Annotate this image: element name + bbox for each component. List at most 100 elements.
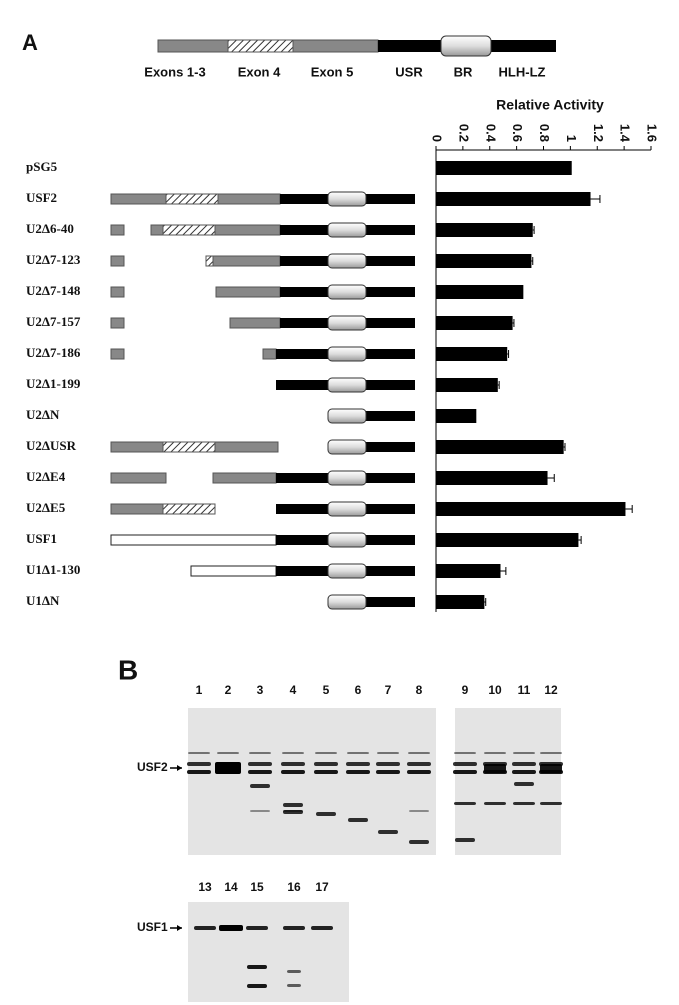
construct-segment — [328, 411, 415, 421]
bar — [436, 440, 564, 454]
blot-band — [282, 752, 304, 754]
bar — [436, 161, 572, 175]
construct-segment — [110, 224, 125, 236]
construct-segment — [212, 472, 277, 484]
br-box — [327, 315, 367, 331]
blot-band — [283, 926, 305, 930]
br-box — [327, 501, 367, 517]
br-box — [327, 191, 367, 207]
br-box — [327, 532, 367, 548]
domain-label: BR — [454, 64, 473, 79]
blot-band — [248, 770, 272, 774]
lane-number: 16 — [287, 880, 301, 894]
blot-band — [314, 762, 338, 766]
construct-segment — [110, 472, 167, 484]
construct-segment — [110, 193, 167, 205]
blot-band — [454, 802, 476, 805]
domain-label: Exons 1-3 — [144, 64, 205, 79]
blot-band — [484, 752, 506, 754]
construct-segment — [214, 224, 281, 236]
blot-band — [455, 838, 475, 842]
lane-number: 13 — [198, 880, 212, 894]
bar — [436, 595, 485, 609]
arrow-head — [177, 925, 182, 931]
bar — [436, 285, 524, 299]
error-bar — [625, 505, 633, 513]
br-box — [327, 222, 367, 238]
domain-label: HLH-LZ — [499, 64, 546, 79]
blot-band — [281, 770, 305, 774]
blot-band — [513, 802, 535, 805]
row-label: U2ΔE5 — [26, 500, 66, 515]
x-tick-label: 0.4 — [483, 124, 498, 143]
row-label: U2Δ7-157 — [26, 314, 81, 329]
construct-segment — [217, 193, 281, 205]
row-label: U2ΔE4 — [26, 469, 66, 484]
blot-band — [281, 762, 305, 766]
blot-band — [347, 752, 369, 754]
lane-number: 6 — [355, 683, 362, 697]
br-box — [327, 408, 367, 424]
domain-label: USR — [395, 64, 423, 79]
blot-band — [287, 984, 301, 987]
domain-map — [157, 35, 556, 57]
error-bar — [563, 443, 566, 451]
error-bar — [578, 536, 582, 544]
lane-number: 1 — [196, 683, 203, 697]
construct-segment — [212, 255, 281, 267]
blot-band — [246, 926, 268, 930]
blot-band — [287, 970, 301, 973]
row-label: U2Δ6-40 — [26, 221, 74, 236]
row-label: U1Δ1-130 — [26, 562, 80, 577]
blot-band — [409, 840, 429, 844]
blot-band — [247, 965, 267, 969]
construct-segment — [190, 565, 277, 577]
domain-label: Exon 5 — [311, 64, 354, 79]
bar — [436, 564, 501, 578]
blot-band — [250, 810, 270, 812]
blot-band — [513, 752, 535, 754]
construct-segment — [229, 317, 281, 329]
bar — [436, 533, 579, 547]
blot-band — [408, 752, 430, 754]
bar — [436, 254, 532, 268]
lane-number: 8 — [416, 683, 423, 697]
br-box — [327, 563, 367, 579]
construct-segment — [110, 317, 125, 329]
blot-band — [283, 810, 303, 814]
blot-band — [409, 810, 429, 812]
construct-segment — [110, 255, 125, 267]
blot-band — [311, 926, 333, 930]
br-box — [327, 594, 367, 610]
x-tick-label: 1.6 — [645, 124, 660, 142]
construct-segment — [110, 348, 125, 360]
blot-band — [540, 802, 562, 805]
blot-band — [187, 762, 211, 766]
error-bar — [512, 319, 515, 327]
br-box — [327, 346, 367, 362]
blot-band — [512, 762, 536, 766]
construct-segment — [110, 441, 164, 453]
x-tick-label: 1.2 — [591, 124, 606, 142]
lane-number: 4 — [290, 683, 297, 697]
blot-band — [348, 818, 368, 822]
error-bar — [497, 381, 500, 389]
lane-number: 10 — [488, 683, 502, 697]
construct-segment — [205, 255, 214, 267]
panel-label: B — [118, 654, 138, 685]
error-bar — [590, 195, 601, 203]
blot-band — [315, 752, 337, 754]
blot-band — [314, 770, 338, 774]
error-bar — [531, 257, 534, 265]
row-label: U2Δ7-186 — [26, 345, 81, 360]
construct-segment — [110, 503, 164, 515]
blot-band — [283, 810, 303, 812]
row-label: U1ΔN — [26, 593, 60, 608]
blot-band — [250, 784, 270, 788]
lane-number: 5 — [323, 683, 330, 697]
br-box — [327, 253, 367, 269]
blot-band — [346, 762, 370, 766]
x-tick-label: 0.6 — [510, 124, 525, 142]
blot-band — [453, 770, 477, 774]
